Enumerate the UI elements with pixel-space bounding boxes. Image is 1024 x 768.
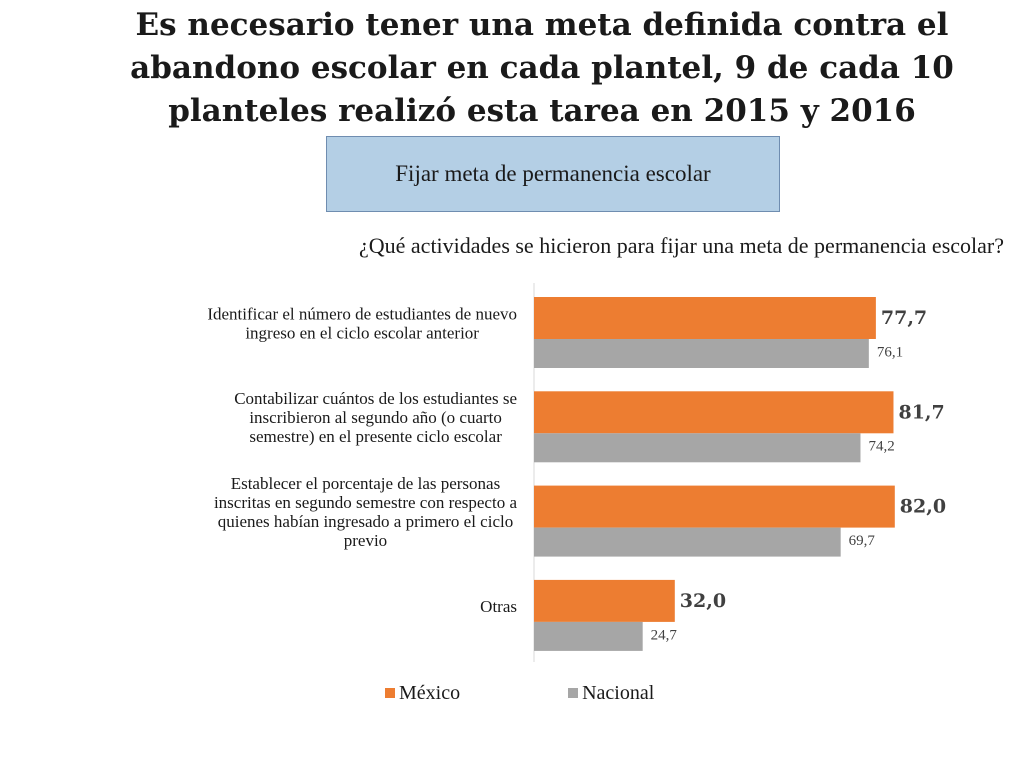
category-label-line: inscribieron al segundo año (o cuarto <box>249 408 502 427</box>
bar-mexico <box>534 579 675 622</box>
legend-swatch-mexico <box>385 688 395 698</box>
data-label-mexico: 82,0 <box>900 496 946 518</box>
data-label-nacional: 76,1 <box>877 344 903 360</box>
category-label-line: Identificar el número de estudiantes de … <box>207 304 517 323</box>
subtitle-box: Fijar meta de permanencia escolar <box>326 136 780 212</box>
category-label-line: Establecer el porcentaje de las personas <box>231 474 501 493</box>
category-label: Identificar el número de estudiantes de … <box>207 304 517 342</box>
category-label-line: previo <box>344 531 387 550</box>
category-label-line: Contabilizar cuántos de los estudiantes … <box>234 389 517 408</box>
data-label-mexico: 77,7 <box>881 307 927 329</box>
bar-mexico <box>534 485 895 528</box>
category-label-line: Otras <box>480 597 517 616</box>
data-label-nacional: 24,7 <box>651 627 678 643</box>
legend-item-nacional: Nacional <box>568 682 654 705</box>
legend-label-mexico: México <box>399 681 461 704</box>
bar-nacional <box>534 433 861 463</box>
category-label: Contabilizar cuántos de los estudiantes … <box>234 389 517 446</box>
chart-legend: México Nacional <box>385 680 654 706</box>
legend-swatch-nacional <box>568 688 579 698</box>
bar-nacional <box>534 527 841 557</box>
bar-mexico <box>534 391 894 434</box>
legend-label-nacional: Nacional <box>582 681 655 704</box>
category-label-line: inscritas en segundo semestre con respec… <box>214 493 518 512</box>
slide-title-line: Es necesario tener una meta definida con… <box>135 7 949 43</box>
data-label-mexico: 32,0 <box>680 590 726 612</box>
slide-title-line: planteles realizó esta tarea en 2015 y 2… <box>168 93 916 129</box>
category-label-line: semestre) en el presente ciclo escolar <box>249 427 502 446</box>
category-label: Establecer el porcentaje de las personas… <box>214 474 518 550</box>
legend-item-mexico: México <box>385 682 460 705</box>
category-label: Otras <box>480 597 517 616</box>
bar-nacional <box>534 339 869 368</box>
data-label-nacional: 74,2 <box>868 439 894 455</box>
data-label-mexico: 81,7 <box>898 401 944 423</box>
bar-mexico <box>534 297 876 339</box>
bar-nacional <box>534 621 643 651</box>
chart-question: ¿Qué actividades se hicieron para fijar … <box>359 233 1004 258</box>
category-label-line: ingreso en el ciclo escolar anterior <box>245 323 479 342</box>
subtitle-text: Fijar meta de permanencia escolar <box>395 161 711 186</box>
slide-title-line: abandono escolar en cada plantel, 9 de c… <box>130 50 954 86</box>
data-label-nacional: 69,7 <box>849 533 876 549</box>
slide-title: Es necesario tener una meta definida con… <box>40 4 1024 133</box>
category-label-line: quienes habían ingresado a primero el ci… <box>218 512 514 531</box>
